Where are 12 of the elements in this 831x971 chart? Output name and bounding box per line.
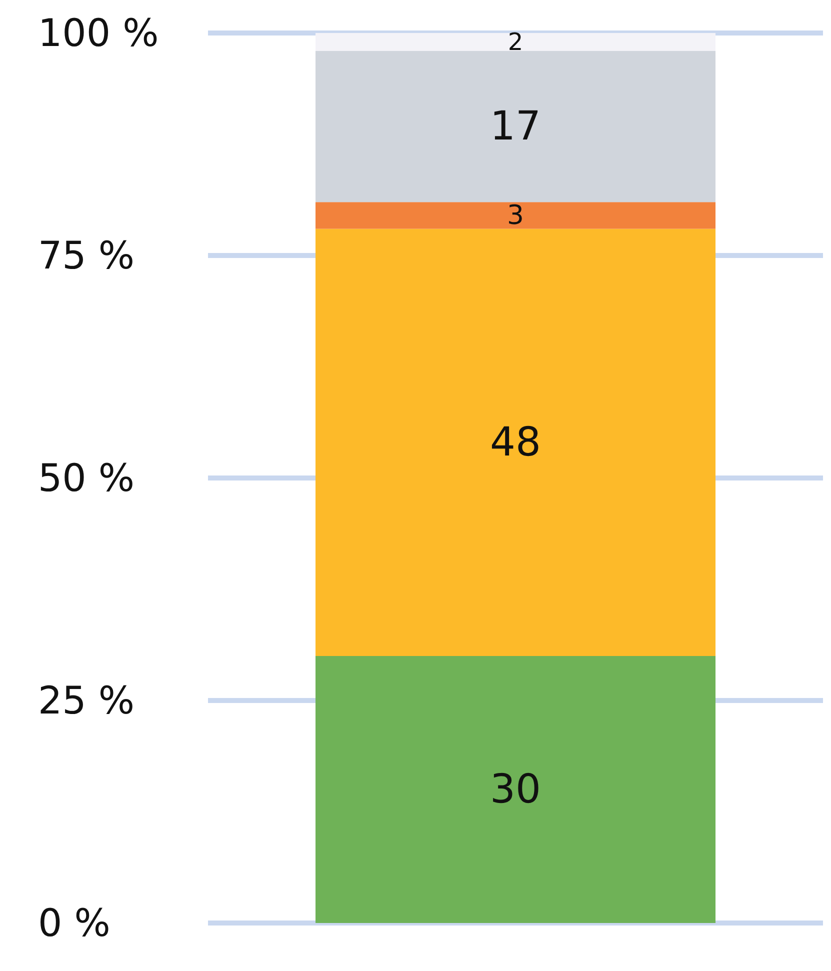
y-tick-label: 25 % <box>38 678 135 722</box>
data-label: 48 <box>490 419 541 466</box>
data-label: 2 <box>508 28 524 56</box>
y-tick-label: 75 % <box>38 234 135 278</box>
bar <box>316 202 716 229</box>
data-label: 3 <box>507 200 524 231</box>
data-label: 17 <box>490 103 541 150</box>
data-label: 30 <box>490 766 541 812</box>
y-tick-label: 0 % <box>38 901 110 945</box>
bar <box>316 50 716 202</box>
y-tick-label: 100 % <box>38 11 159 55</box>
y-tick-label: 50 % <box>38 456 135 500</box>
